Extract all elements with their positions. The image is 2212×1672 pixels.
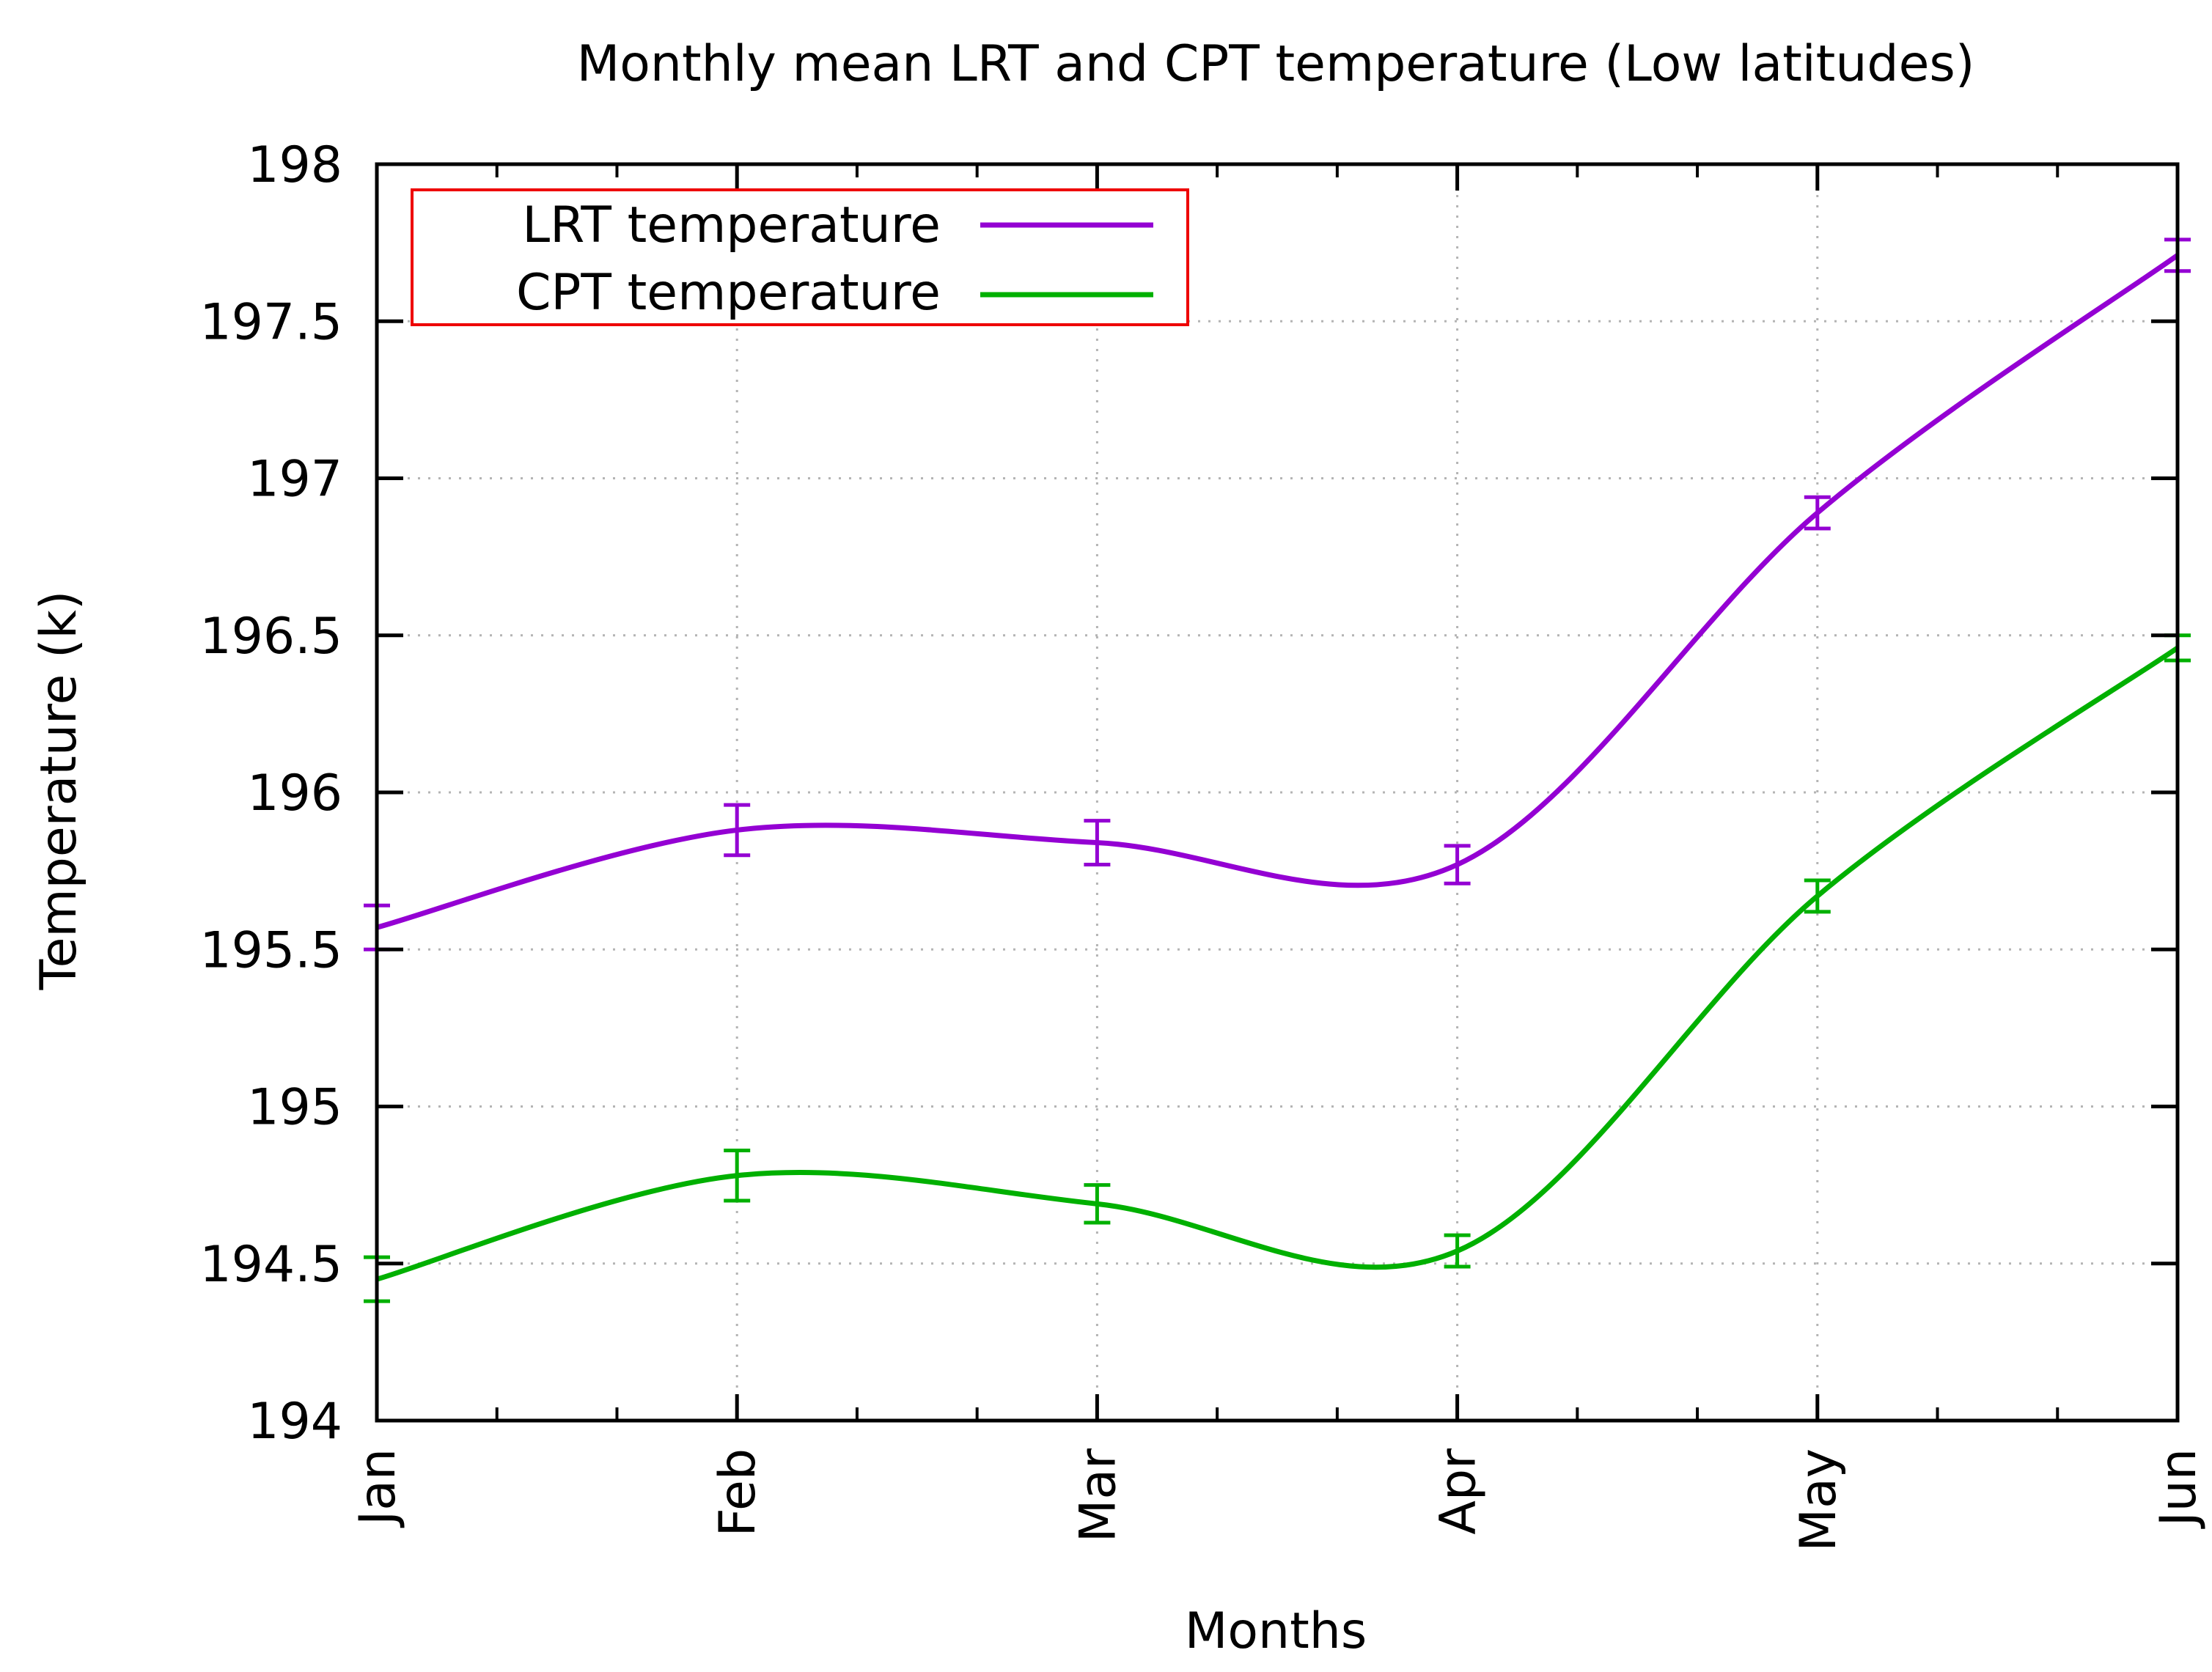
series-line	[376, 253, 2180, 930]
y-tick-label: 194.5	[199, 1236, 342, 1294]
axes: 194 194.5 195 195.5 196 196.5 197 197.5 198 Jan Fe…	[199, 136, 2208, 1552]
y-tick-label: 195	[247, 1079, 342, 1137]
x-tick-label: May	[1790, 1448, 1848, 1552]
x-tick-label: Jan	[349, 1448, 407, 1528]
legend-box	[411, 188, 1189, 326]
x-tick-label: Apr	[1430, 1448, 1488, 1535]
legend-label-cpt: CPT temperature	[516, 264, 941, 322]
x-tick-label: Feb	[709, 1448, 767, 1536]
series-line	[376, 646, 2179, 1282]
legend-label-lrt: LRT temperature	[522, 196, 941, 254]
chart-title: Monthly mean LRT and CPT temperature (Lo…	[577, 35, 1975, 93]
y-tick-label: 198	[247, 136, 342, 194]
gridlines	[377, 164, 2178, 1421]
series-cpt-temperature	[364, 633, 2191, 1303]
series-lrt-temperature	[364, 237, 2191, 951]
y-tick-label: 195.5	[199, 921, 342, 979]
x-tick-label: Mar	[1069, 1448, 1127, 1542]
y-tick-label: 197.5	[199, 293, 342, 351]
legend: LRT temperature CPT temperature	[411, 188, 1189, 326]
y-axis-label: Temperature (k)	[30, 591, 88, 991]
y-tick-label: 196.5	[199, 608, 342, 666]
x-axis-label: Months	[1185, 1602, 1367, 1660]
y-tick-label: 197	[247, 451, 342, 509]
series-layer	[364, 237, 2191, 1303]
y-tick-label: 196	[247, 765, 342, 822]
x-tick-label: Jun	[2150, 1448, 2208, 1529]
y-tick-label: 194	[247, 1393, 342, 1451]
